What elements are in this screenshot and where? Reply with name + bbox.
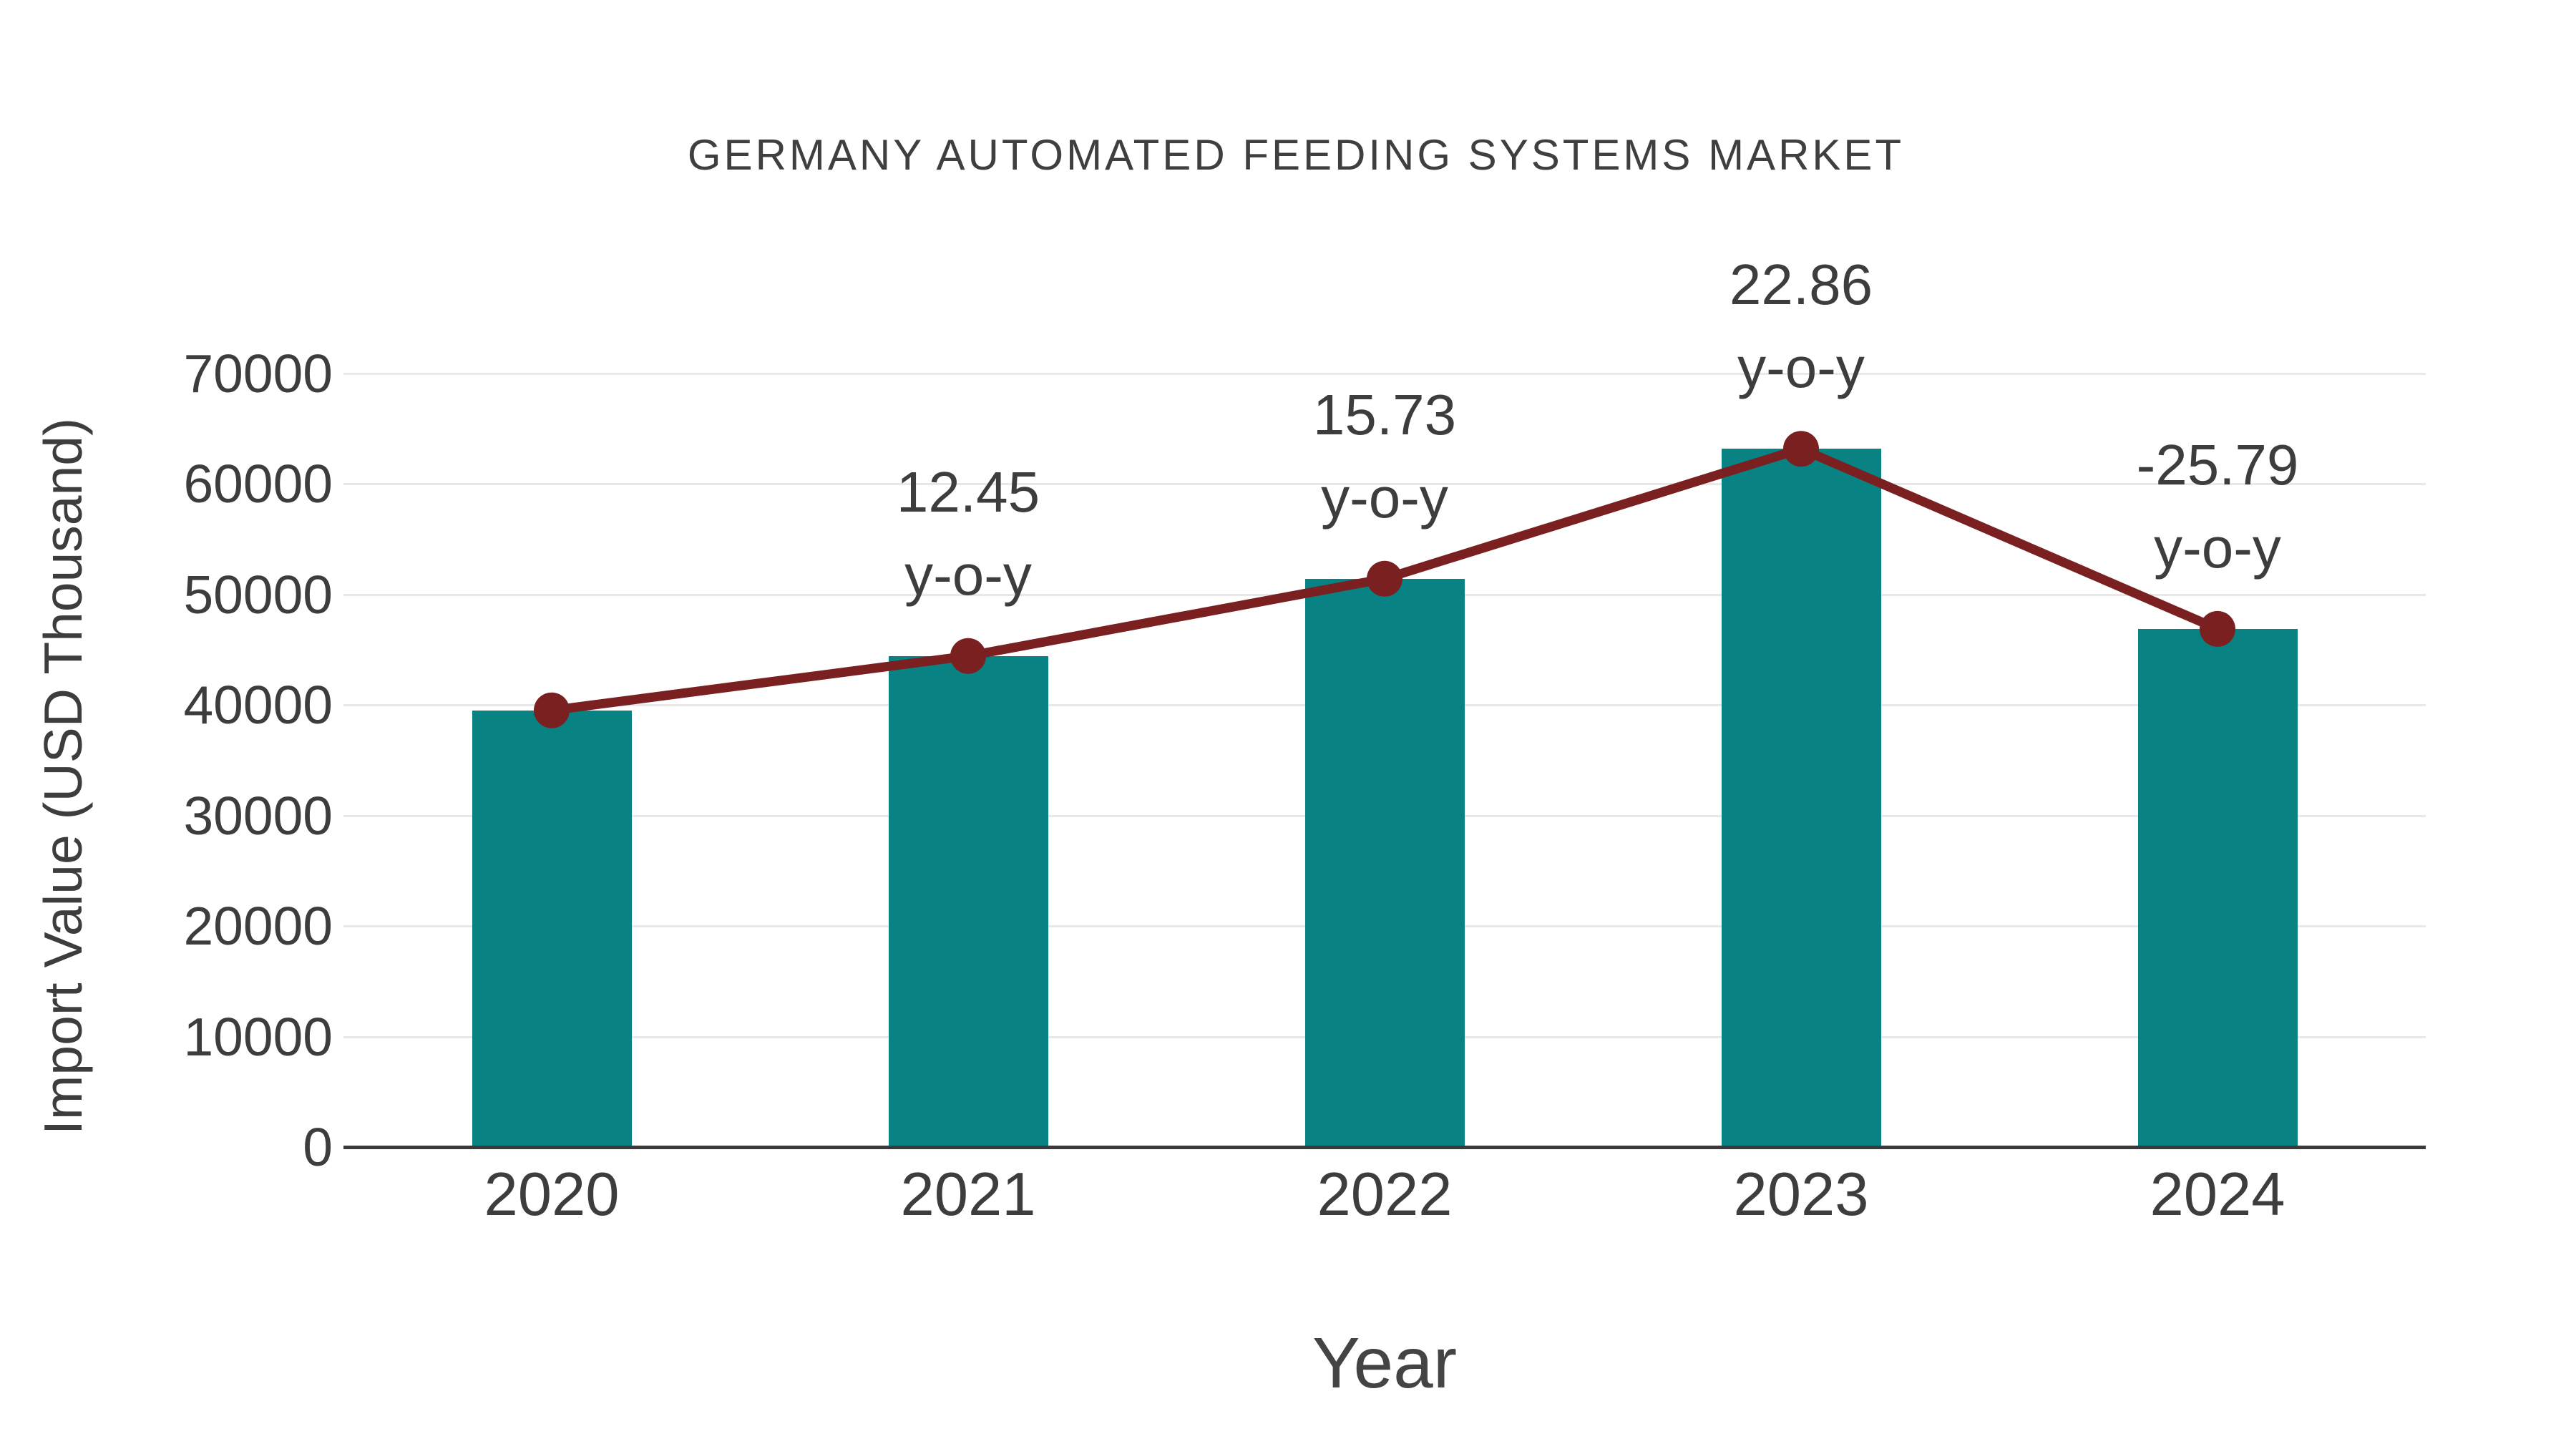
- bar-2022: [1304, 578, 1465, 1147]
- yoy-annotation-2022: 15.73 y-o-y: [1206, 374, 1563, 540]
- yoy-suffix-2024: y-o-y: [2154, 515, 2281, 580]
- yoy-value-2023: 22.86: [1729, 253, 1873, 317]
- yoy-marker-2022: [1367, 560, 1402, 597]
- yoy-suffix-2021: y-o-y: [904, 542, 1032, 607]
- yoy-marker-2023: [1783, 431, 1819, 467]
- y-tick-label-10000: 10000: [183, 1006, 333, 1067]
- y-tick-label-50000: 50000: [183, 564, 333, 625]
- yoy-annotation-2023: 22.86 y-o-y: [1622, 243, 1980, 409]
- bar-2021: [888, 655, 1048, 1147]
- y-tick-label-70000: 70000: [183, 343, 333, 404]
- yoy-marker-2021: [950, 638, 986, 674]
- bar-2024: [2137, 628, 2298, 1147]
- bar-2020: [472, 710, 632, 1147]
- y-tick-label-0: 0: [303, 1117, 333, 1177]
- yoy-marker-2024: [2200, 610, 2235, 647]
- y-tick-label-30000: 30000: [183, 785, 333, 846]
- x-tick-label-2022: 2022: [1317, 1161, 1453, 1229]
- yoy-annotation-2021: 12.45 y-o-y: [789, 451, 1147, 617]
- chart-title: GERMANY AUTOMATED FEEDING SYSTEMS MARKET: [687, 131, 1905, 179]
- x-tick-label-2024: 2024: [2150, 1161, 2285, 1229]
- yoy-value-2024: -25.79: [2136, 432, 2299, 497]
- y-gridline-70000: [343, 372, 2426, 375]
- y-gridline-60000: [343, 483, 2426, 485]
- y-tick-label-20000: 20000: [183, 896, 333, 956]
- yoy-suffix-2022: y-o-y: [1321, 465, 1448, 530]
- x-axis-line: [343, 1146, 2426, 1149]
- yoy-value-2021: 12.45: [896, 459, 1040, 524]
- x-tick-label-2020: 2020: [484, 1161, 620, 1229]
- x-tick-label-2021: 2021: [900, 1161, 1036, 1229]
- bar-2023: [1721, 449, 1881, 1147]
- yoy-annotation-2024: -25.79 y-o-y: [2039, 424, 2396, 590]
- x-axis-title: Year: [1312, 1323, 1458, 1403]
- yoy-marker-2020: [534, 692, 570, 728]
- y-tick-label-60000: 60000: [183, 454, 333, 514]
- x-tick-label-2023: 2023: [1733, 1161, 1869, 1229]
- yoy-suffix-2023: y-o-y: [1737, 336, 1865, 400]
- yoy-value-2022: 15.73: [1312, 382, 1457, 447]
- y-tick-label-40000: 40000: [183, 675, 333, 735]
